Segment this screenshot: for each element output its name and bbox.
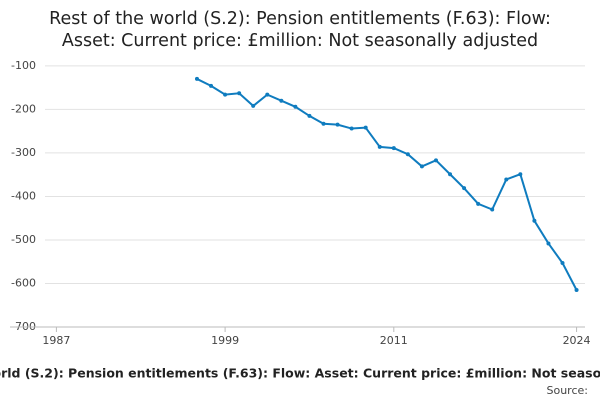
line xyxy=(196,78,578,291)
point xyxy=(462,186,467,191)
point xyxy=(307,113,312,118)
point xyxy=(490,207,495,212)
point xyxy=(448,172,453,177)
point xyxy=(419,164,424,169)
y-tick-label: -600 xyxy=(11,276,36,289)
x-tick-label: 2011 xyxy=(380,334,408,347)
point xyxy=(251,103,256,108)
point xyxy=(405,152,410,157)
point xyxy=(391,146,396,151)
y-tick-label: -100 xyxy=(11,59,36,72)
point xyxy=(265,92,270,97)
footer-title: Rest of the world (S.2): Pension entitle… xyxy=(0,366,600,381)
x-tick-label: 1987 xyxy=(42,334,70,347)
chart-title: Asset: Current price: £million: Not seas… xyxy=(62,31,538,51)
source: Source: xyxy=(547,384,589,397)
point xyxy=(363,125,368,130)
point xyxy=(377,144,382,149)
y-tick-label: -300 xyxy=(11,146,36,159)
y-tick-label: -500 xyxy=(11,233,36,246)
point xyxy=(209,83,214,88)
point xyxy=(279,98,284,103)
y-tick-label: -400 xyxy=(11,189,36,202)
point xyxy=(223,92,228,97)
point xyxy=(194,76,199,81)
point xyxy=(476,201,481,206)
point xyxy=(349,126,354,131)
point xyxy=(532,218,537,223)
y-tick-label: -200 xyxy=(11,102,36,115)
point xyxy=(504,177,509,182)
point xyxy=(433,158,438,163)
point xyxy=(518,172,523,177)
point xyxy=(321,121,326,126)
point xyxy=(293,104,298,109)
point xyxy=(237,91,242,96)
point xyxy=(574,288,579,293)
point xyxy=(560,261,565,266)
x-tick-label: 2024 xyxy=(563,334,591,347)
point xyxy=(335,122,340,127)
x-tick-label: 1999 xyxy=(211,334,239,347)
point xyxy=(546,241,551,246)
chart-title: Rest of the world (S.2): Pension entitle… xyxy=(49,9,551,29)
